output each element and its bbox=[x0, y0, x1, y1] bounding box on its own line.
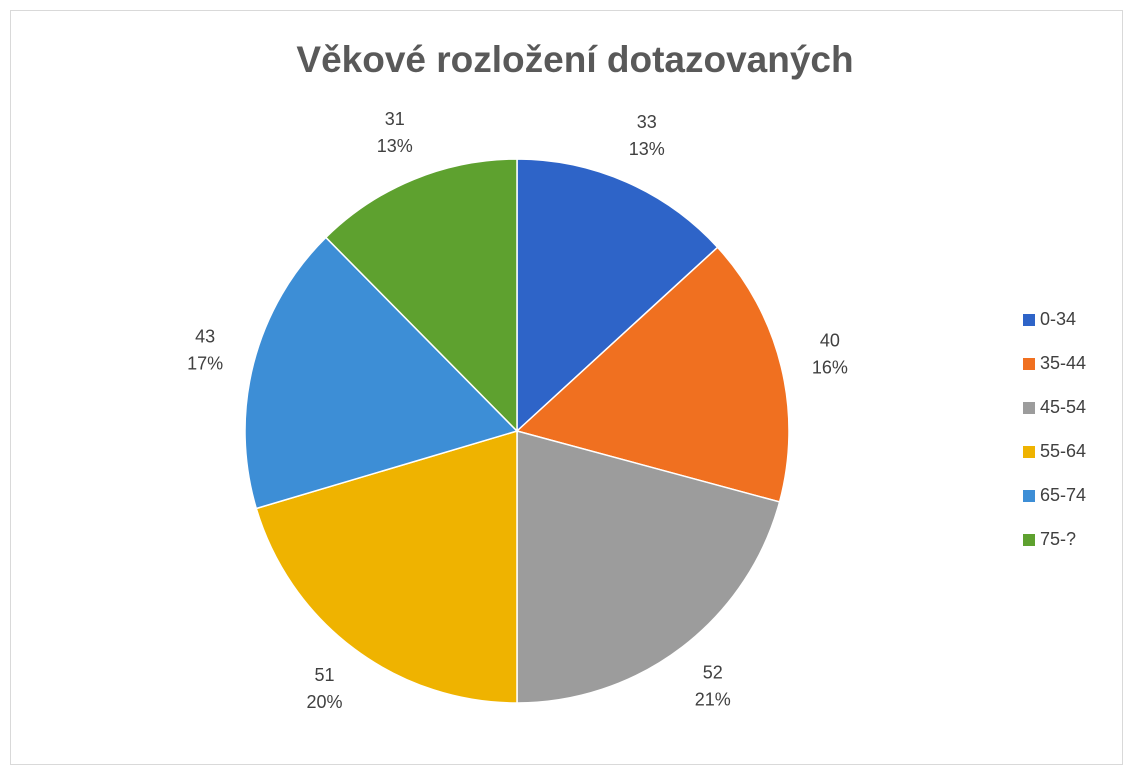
data-label: 51 bbox=[314, 665, 334, 685]
percent-label: 21% bbox=[695, 689, 731, 709]
legend-swatch bbox=[1023, 534, 1035, 546]
data-label: 33 bbox=[637, 112, 657, 132]
pie-slice bbox=[244, 236, 519, 510]
legend-label: 55-64 bbox=[1040, 441, 1086, 461]
legend-label: 45-54 bbox=[1040, 397, 1086, 417]
legend-swatch bbox=[1023, 402, 1035, 414]
data-label: 31 bbox=[385, 109, 405, 129]
legend-swatch bbox=[1023, 358, 1035, 370]
percent-label: 13% bbox=[629, 139, 665, 159]
data-label: 43 bbox=[195, 327, 215, 347]
pie-slice bbox=[516, 430, 781, 704]
percent-label: 20% bbox=[306, 692, 342, 712]
legend-swatch bbox=[1023, 490, 1035, 502]
pie-slice bbox=[516, 158, 719, 433]
data-label: 40 bbox=[820, 331, 840, 351]
legend-swatch bbox=[1023, 314, 1035, 326]
pie-slice bbox=[255, 429, 518, 704]
legend-label: 0-34 bbox=[1040, 309, 1076, 329]
legend-label: 75-? bbox=[1040, 529, 1076, 549]
chart-title: Věkové rozložení dotazovaných bbox=[296, 39, 853, 80]
legend-label: 35-44 bbox=[1040, 353, 1086, 373]
percent-label: 16% bbox=[812, 358, 848, 378]
legend-label: 65-74 bbox=[1040, 485, 1086, 505]
percent-label: 17% bbox=[187, 354, 223, 374]
percent-label: 13% bbox=[377, 136, 413, 156]
data-label: 52 bbox=[703, 662, 723, 682]
legend-swatch bbox=[1023, 446, 1035, 458]
pie-slice bbox=[324, 158, 518, 433]
pie-slice bbox=[515, 246, 790, 503]
